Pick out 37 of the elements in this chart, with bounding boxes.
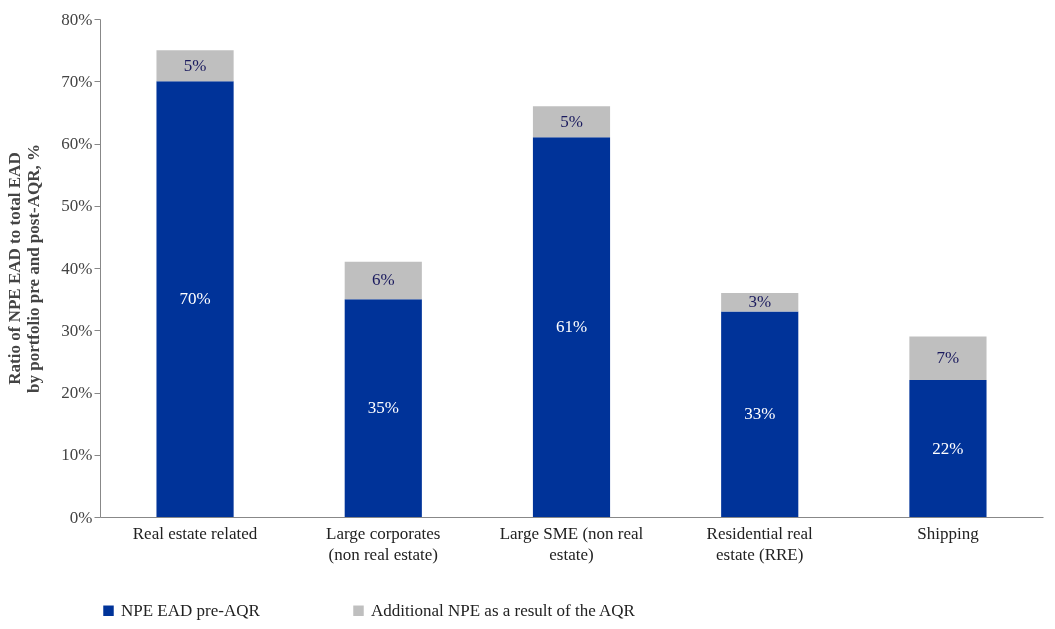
bar [344, 299, 422, 517]
y-tick-label: 50% [61, 196, 93, 216]
y-tick-label: 40% [61, 258, 93, 278]
bar [156, 81, 234, 517]
x-tick-label: Shipping [917, 523, 980, 543]
y-tick-label: 0% [69, 507, 93, 527]
bar [721, 292, 799, 312]
y-tick-label: 60% [61, 134, 93, 153]
bar [532, 106, 611, 138]
y-tick-label: 10% [61, 445, 93, 465]
data-label: 5% [560, 111, 583, 131]
bar [156, 50, 234, 82]
x-tick-label: Residential real estate (RRE) [706, 523, 814, 564]
x-tick-label: Large corporates (non real estate) [326, 523, 441, 564]
x-tick-label: Real estate related [132, 523, 258, 543]
legend-label: NPE EAD pre-AQR [121, 600, 261, 620]
bar [344, 261, 422, 300]
data-label: 22% [932, 438, 964, 458]
y-tick-label: 70% [61, 71, 93, 91]
data-label: 5% [183, 55, 207, 75]
y-tick-label: 30% [61, 320, 93, 340]
bar [909, 336, 987, 381]
data-label: 6% [371, 270, 395, 290]
data-label: 61% [555, 317, 588, 337]
y-axis-title: Ratio of NPE EAD to total EAD by portfolio pre and post-AQR, % [5, 143, 44, 394]
bar [909, 380, 987, 517]
data-label: 35% [367, 398, 399, 418]
x-tick-label: Large SME (non real estate) [499, 523, 644, 564]
legend-label: Additional NPE as a result of the AQR [371, 600, 636, 620]
bar [532, 137, 611, 517]
data-label: 33% [744, 404, 776, 424]
data-label: 70% [179, 289, 211, 309]
data-label: 3% [748, 292, 772, 312]
y-tick-label: 80% [61, 9, 93, 29]
bar [721, 311, 799, 517]
data-label: 7% [936, 348, 960, 368]
y-tick-label: 20% [61, 383, 93, 402]
